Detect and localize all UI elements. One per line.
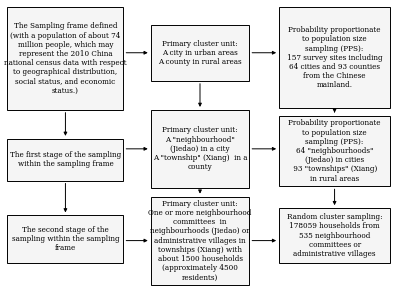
FancyBboxPatch shape: [279, 116, 390, 186]
Text: Primary cluster unit:
A city in urban areas
A county in rural areas: Primary cluster unit: A city in urban ar…: [158, 40, 242, 66]
FancyBboxPatch shape: [151, 25, 249, 81]
FancyBboxPatch shape: [8, 7, 124, 110]
FancyBboxPatch shape: [279, 208, 390, 263]
Text: The second stage of the
sampling within the sampling
frame: The second stage of the sampling within …: [12, 226, 119, 252]
FancyBboxPatch shape: [151, 110, 249, 188]
FancyBboxPatch shape: [151, 197, 249, 285]
Text: Probability proportionate
to population size
sampling (PPS):
157 survey sites in: Probability proportionate to population …: [287, 26, 382, 89]
Text: Primary cluster unit:
One or more neighbourhood
committees  in
neighbourhoods (J: Primary cluster unit: One or more neighb…: [148, 200, 252, 281]
Text: Primary cluster unit:
A "neighbourhood"
(Jiedao) in a city
A "township" (Xiang) : Primary cluster unit: A "neighbourhood" …: [153, 126, 247, 171]
Text: Random cluster sampling:
178059 households from
535 neighbourhood
committees or
: Random cluster sampling: 178059 househol…: [287, 213, 382, 258]
Text: Probability proportionate
to population size
sampling (PPS):
64 "neighbourhoods": Probability proportionate to population …: [288, 119, 381, 183]
Text: The first stage of the sampling
within the sampling frame: The first stage of the sampling within t…: [10, 151, 121, 168]
Text: The Sampling frame defined
(with a population of about 74
million people, which : The Sampling frame defined (with a popul…: [4, 22, 127, 95]
FancyBboxPatch shape: [8, 139, 124, 181]
FancyBboxPatch shape: [279, 7, 390, 108]
FancyBboxPatch shape: [8, 215, 124, 263]
